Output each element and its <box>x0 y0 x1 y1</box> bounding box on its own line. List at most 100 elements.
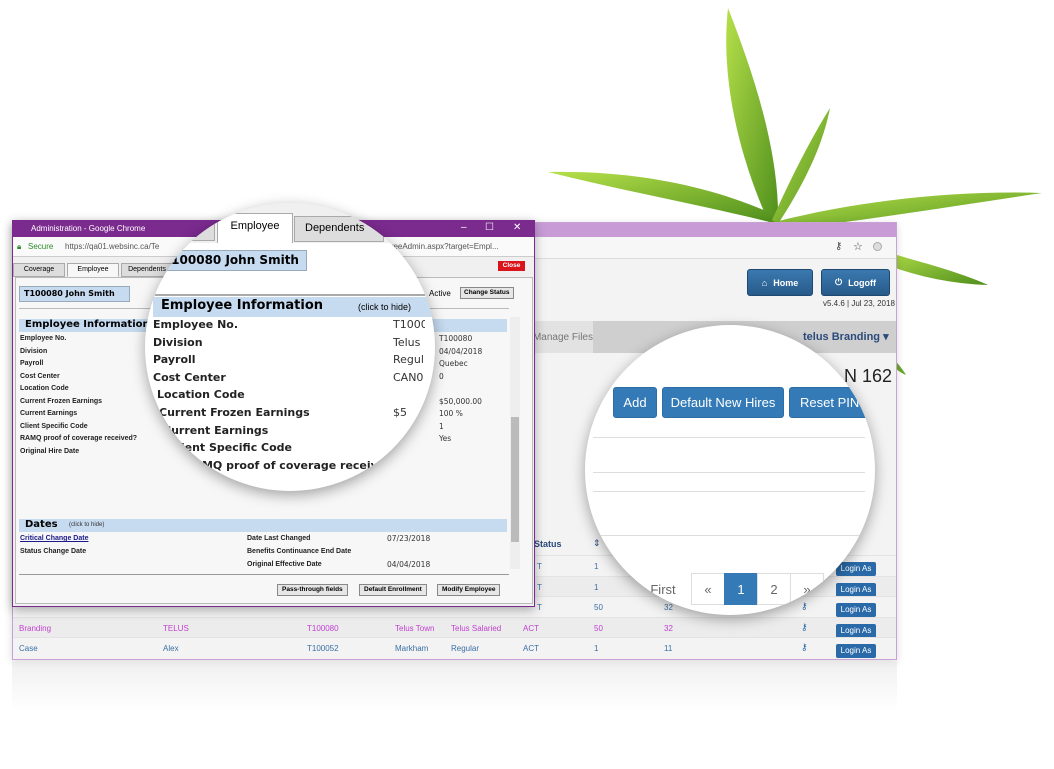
table-cell-status: T <box>537 582 542 592</box>
pass-through-fields-button[interactable]: Pass-through fields <box>277 584 348 596</box>
section-hint: (click to hide) <box>358 302 412 312</box>
login-as-button[interactable]: Login As <box>836 623 876 638</box>
date-label: Original Effective Date <box>247 561 322 568</box>
table-cell-n1: 1 <box>594 644 599 654</box>
home-icon: ⌂ <box>761 277 768 288</box>
date-value: 04/04/2018 <box>387 560 431 569</box>
status-text: Active <box>429 289 451 298</box>
table-cell-status: T <box>537 562 542 571</box>
page-1[interactable]: 1 <box>724 573 758 605</box>
table-cell-n2: 32 <box>664 603 673 613</box>
field-value-zoomed: $5 <box>393 406 407 419</box>
field-label: Location Code <box>20 385 69 392</box>
modify-employee-button[interactable]: Modify Employee <box>437 584 501 596</box>
table-cell-c5: Regular <box>451 644 480 654</box>
field-value: 100 % <box>439 409 463 418</box>
url-text: https://qa01.websinc.ca/Te <box>65 242 160 251</box>
logoff-button[interactable]: ⏻ Logoff <box>821 269 890 296</box>
key-icon[interactable]: ⚷ <box>801 601 808 612</box>
table-cell-n1: 50 <box>594 623 603 633</box>
default-new-hires-button[interactable]: Default New Hires <box>662 387 784 418</box>
field-value: $50,000.00 <box>439 396 482 406</box>
page-next[interactable]: » <box>790 573 824 605</box>
reset-pin-button[interactable]: Reset PIN <box>789 387 875 418</box>
table-cell-status: ACT <box>523 623 539 633</box>
table-row[interactable]: Branding TELUS T100080 Telus Town Telus Sala… <box>13 616 896 638</box>
table-cell-c2: TELUS <box>163 623 189 633</box>
table-cell-c4: Telus Town <box>395 623 435 633</box>
login-as-button[interactable]: Login As <box>836 582 876 597</box>
login-as-button[interactable]: Login As <box>836 644 876 659</box>
tab-employee-zoomed[interactable]: Employee <box>217 213 293 243</box>
section-hint: (click to hide) <box>69 522 105 528</box>
star-icon[interactable]: ☆ <box>853 241 863 253</box>
home-button[interactable]: ⌂ Home <box>747 269 813 296</box>
field-label: Cost Center <box>20 372 60 380</box>
table-cell-status: T <box>537 603 542 613</box>
dates-header[interactable]: Dates (click to hide) <box>19 519 507 532</box>
magnifier-employee-info: Employee Dependents T100080 John Smith E… <box>145 203 435 491</box>
nav-manage-files[interactable]: Manage Files <box>532 332 593 343</box>
section-title: Dates <box>25 519 58 530</box>
url-text-end: oyeeAdmin.aspx?target=Empl... <box>385 242 499 251</box>
tab-dependents-zoomed[interactable]: Dependents <box>294 216 384 242</box>
field-value: Yes <box>439 434 452 443</box>
sort-icon[interactable]: ⇕ <box>593 538 601 548</box>
section-title: Employee Information <box>161 298 324 313</box>
caret-down-icon: ▾ <box>883 331 889 343</box>
table-cell-n1: 1 <box>594 562 599 571</box>
field-value-zoomed: Regul <box>393 353 424 367</box>
change-status-button[interactable]: Change Status <box>460 287 514 299</box>
table-cell-c4: Markham <box>395 644 429 654</box>
field-value: 04/04/2018 <box>439 346 483 356</box>
login-as-button[interactable]: Login As <box>836 603 876 618</box>
status-column-header[interactable]: Status <box>534 539 562 549</box>
field-value: T100080 <box>439 334 473 343</box>
tab-employee[interactable]: Employee <box>67 263 119 277</box>
field-value-zoomed: Telus <box>393 335 421 349</box>
page-first[interactable]: First <box>635 573 691 605</box>
login-as-button[interactable]: Login As <box>836 562 876 576</box>
scrollbar[interactable] <box>510 317 520 569</box>
field-label-zoomed: Current Frozen Earnings <box>159 406 310 419</box>
page-2[interactable]: 2 <box>757 573 791 605</box>
close-window-icon[interactable]: ✕ <box>513 222 522 233</box>
key-icon[interactable]: ⚷ <box>801 642 808 653</box>
field-label-zoomed: Location Code <box>157 388 245 402</box>
table-row[interactable]: Case Alex T100052 Markham Regular ACT 1 11 ⚷ Logi… <box>13 637 896 659</box>
employee-info-header-zoomed[interactable]: Employee Information (click to hide) <box>153 297 435 317</box>
secure-label: Secure <box>28 242 54 251</box>
date-label: Status Change Date <box>20 548 87 555</box>
tab-coverage[interactable]: Coverage <box>13 263 65 277</box>
lock-icon: 🔒︎ <box>17 242 22 251</box>
minimize-icon[interactable]: – <box>461 222 467 233</box>
field-label: Current Earnings <box>20 410 78 417</box>
branding-dropdown[interactable]: telus Branding ▾ <box>803 330 889 343</box>
default-enrollment-button[interactable]: Default Enrollment <box>359 584 427 596</box>
table-cell-c3: T100052 <box>307 644 339 654</box>
maximize-icon[interactable]: ☐ <box>485 222 494 233</box>
close-button[interactable]: Close <box>498 261 525 271</box>
extension-icon[interactable] <box>873 242 882 251</box>
table-cell-n1: 1 <box>594 582 599 592</box>
field-label: Division <box>20 347 48 355</box>
key-icon[interactable]: ⚷ <box>835 241 843 252</box>
page-prev[interactable]: « <box>691 573 725 605</box>
table-cell-n1: 50 <box>594 603 603 613</box>
key-icon[interactable]: ⚷ <box>801 621 808 632</box>
table-cell-c5: Telus Salaried <box>451 623 502 633</box>
table-cell-c3: T100080 <box>307 623 339 633</box>
table-cell-c2: Alex <box>163 644 179 654</box>
date-value: 07/23/2018 <box>387 534 431 543</box>
logoff-label: Logoff <box>848 277 877 288</box>
employee-name-box: T100080 John Smith <box>19 286 130 302</box>
date-label: Date Last Changed <box>247 535 311 542</box>
field-label-zoomed: Employee No. <box>153 318 239 331</box>
scrollbar-thumb[interactable] <box>511 417 519 542</box>
field-label-zoomed: RAMQ proof of coverage received? <box>185 458 400 472</box>
field-value: Quebec <box>439 359 468 368</box>
add-button[interactable]: Add <box>613 387 657 418</box>
critical-change-date-link[interactable]: Critical Change Date <box>20 535 89 542</box>
home-label: Home <box>773 277 799 288</box>
date-label: Benefits Continuance End Date <box>247 548 352 555</box>
